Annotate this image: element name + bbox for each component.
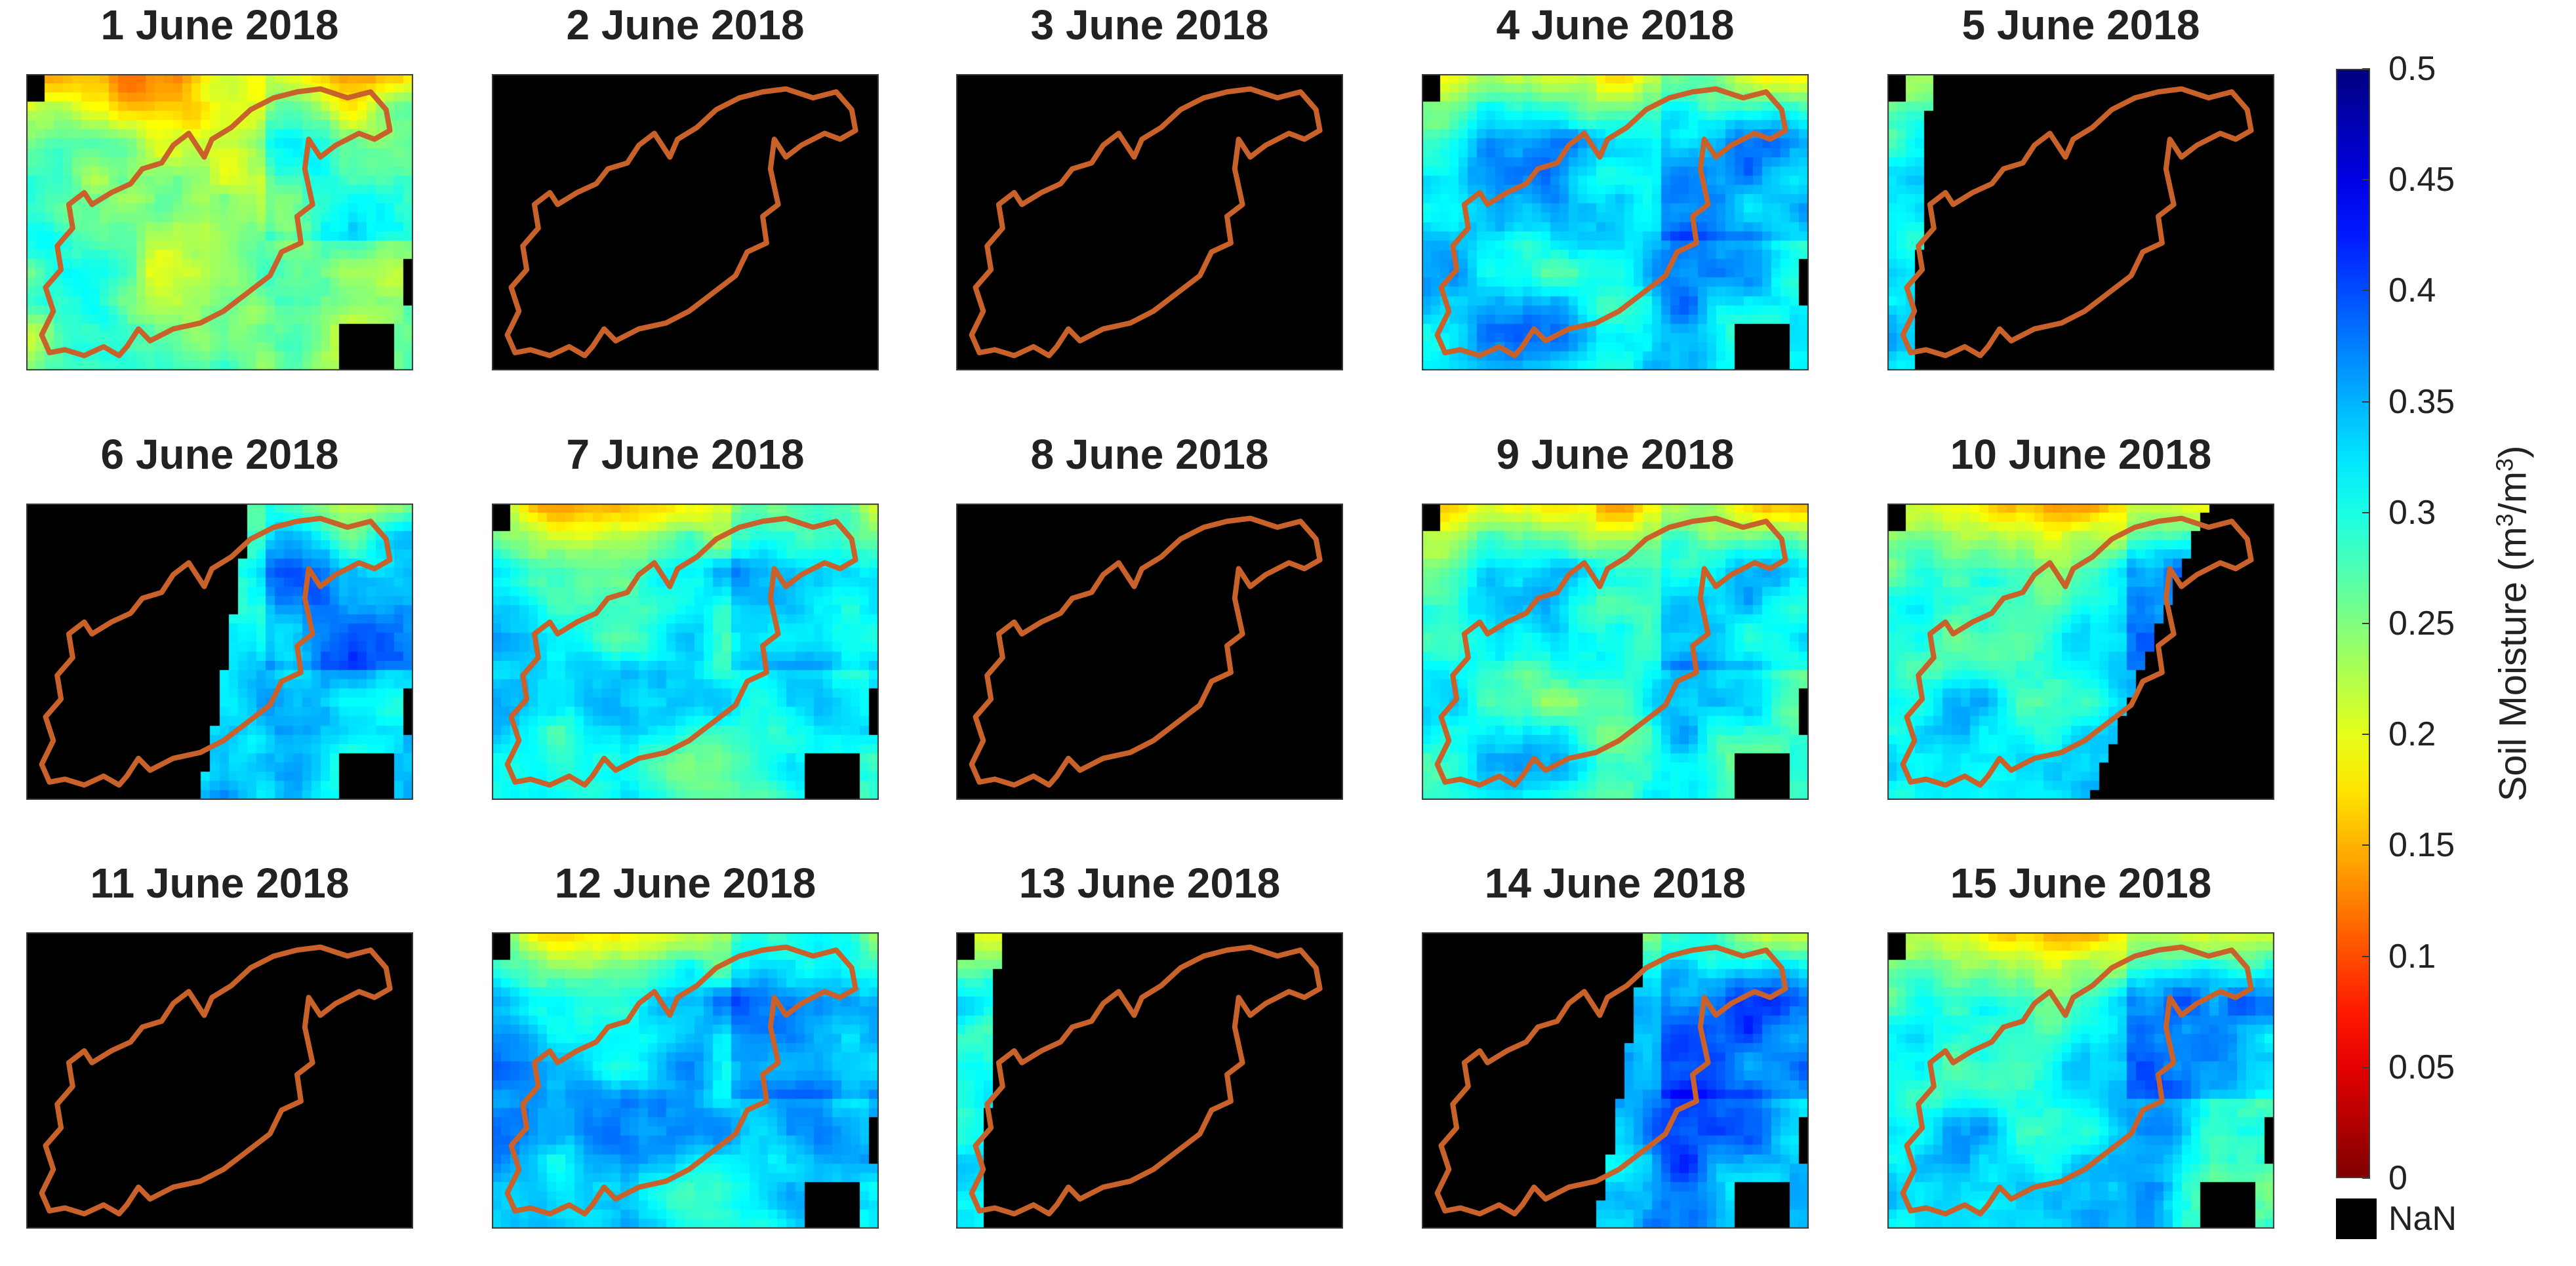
watershed-boundary [1434, 515, 1788, 788]
watershed-boundary [39, 86, 393, 359]
map-panel: 1 June 2018 [26, 1, 413, 370]
map-panel: 6 June 2018 [26, 430, 413, 800]
colorbar-tick [2362, 623, 2370, 624]
soil-moisture-map [1887, 932, 2274, 1229]
map-panel: 5 June 2018 [1887, 1, 2274, 370]
colorbar-tick-label: 0.25 [2388, 604, 2455, 643]
watershed-boundary [969, 515, 1323, 788]
nan-legend-swatch [2336, 1198, 2377, 1239]
colorbar-tick [2362, 1066, 2370, 1068]
panel-title: 13 June 2018 [1018, 860, 1281, 907]
colorbar-tick [2362, 1177, 2370, 1179]
map-panel: 2 June 2018 [492, 1, 879, 370]
colorbar-tick [2362, 734, 2370, 736]
colorbar-tick-label: 0.1 [2388, 937, 2436, 976]
map-panel: 13 June 2018 [956, 859, 1343, 1229]
map-panel: 12 June 2018 [492, 859, 879, 1229]
soil-moisture-map [26, 504, 413, 800]
soil-moisture-map [1422, 74, 1809, 370]
panel-title: 3 June 2018 [1030, 1, 1269, 49]
soil-moisture-map [1887, 504, 2274, 800]
panel-title: 8 June 2018 [1030, 431, 1269, 478]
colorbar-tick-label: 0.3 [2388, 493, 2436, 532]
colorbar-tick-label: 0.4 [2388, 271, 2436, 310]
map-panel: 3 June 2018 [956, 1, 1343, 370]
panel-title: 12 June 2018 [554, 860, 816, 907]
watershed-boundary [39, 515, 393, 788]
map-panel: 4 June 2018 [1422, 1, 1809, 370]
map-panel: 11 June 2018 [26, 859, 413, 1229]
map-panel: 15 June 2018 [1887, 859, 2274, 1229]
watershed-boundary [1434, 86, 1788, 359]
colorbar-tick-label: 0.2 [2388, 715, 2436, 754]
soil-moisture-map [956, 504, 1343, 800]
map-panel: 8 June 2018 [956, 430, 1343, 800]
soil-moisture-map [26, 932, 413, 1229]
panel-title: 10 June 2018 [1950, 431, 2212, 478]
soil-moisture-map [492, 74, 879, 370]
colorbar-tick [2362, 401, 2370, 403]
colorbar-tick [2362, 68, 2370, 69]
soil-moisture-map [26, 74, 413, 370]
colorbar-tick-label: 0.05 [2388, 1048, 2455, 1086]
panel-title: 5 June 2018 [1962, 1, 2200, 49]
panel-title: 6 June 2018 [100, 431, 339, 478]
soil-moisture-map [956, 74, 1343, 370]
watershed-boundary [969, 86, 1323, 359]
soil-moisture-map [956, 932, 1343, 1229]
colorbar-label: Soil Moisture (m3/m3) [2491, 445, 2535, 802]
colorbar-tick [2362, 955, 2370, 957]
soil-moisture-map [492, 504, 879, 800]
soil-moisture-map [492, 932, 879, 1229]
soil-moisture-map [1422, 504, 1809, 800]
panel-title: 9 June 2018 [1496, 431, 1735, 478]
watershed-boundary [969, 944, 1323, 1217]
map-panel: 7 June 2018 [492, 430, 879, 800]
panel-title: 15 June 2018 [1950, 860, 2212, 907]
colorbar-tick [2362, 511, 2370, 513]
soil-moisture-map [1422, 932, 1809, 1229]
panel-title: 1 June 2018 [100, 1, 339, 49]
watershed-boundary [504, 86, 858, 359]
watershed-boundary [1900, 944, 2254, 1217]
colorbar-tick [2362, 844, 2370, 846]
colorbar-tick-label: 0 [2388, 1159, 2407, 1197]
watershed-boundary [1900, 515, 2254, 788]
panel-title: 2 June 2018 [566, 1, 805, 49]
watershed-boundary [1900, 86, 2254, 359]
map-panel: 9 June 2018 [1422, 430, 1809, 800]
colorbar-tick-label: 0.5 [2388, 50, 2436, 88]
colorbar-tick-label: 0.15 [2388, 826, 2455, 865]
map-panel: 14 June 2018 [1422, 859, 1809, 1229]
panel-title: 14 June 2018 [1484, 860, 1746, 907]
watershed-boundary [504, 944, 858, 1217]
colorbar-tick [2362, 179, 2370, 181]
panel-title: 7 June 2018 [566, 431, 805, 478]
watershed-boundary [39, 944, 393, 1217]
watershed-boundary [504, 515, 858, 788]
nan-legend-label: NaN [2388, 1200, 2457, 1238]
panel-title: 4 June 2018 [1496, 1, 1735, 49]
colorbar-tick-label: 0.35 [2388, 382, 2455, 421]
watershed-boundary [1434, 944, 1788, 1217]
panel-title: 11 June 2018 [90, 860, 350, 907]
colorbar-tick [2362, 290, 2370, 292]
colorbar-tick-label: 0.45 [2388, 161, 2455, 199]
map-panel: 10 June 2018 [1887, 430, 2274, 800]
soil-moisture-map [1887, 74, 2274, 370]
